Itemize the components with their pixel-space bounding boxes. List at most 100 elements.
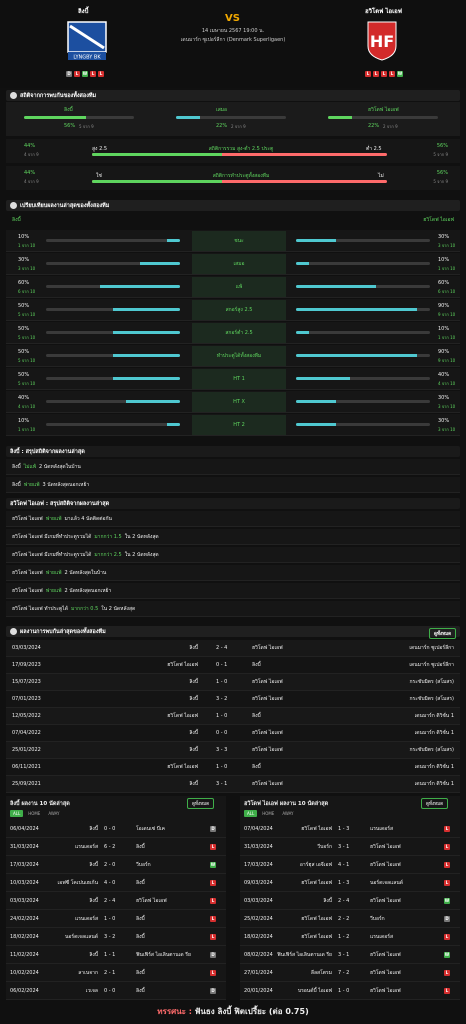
football-icon [10,628,17,635]
h2h-date: 07/04/2022 [12,730,41,736]
summary-subject: ฮวิโดฟ ไอเอฟ ทำประตูได้ [12,605,68,612]
result-score: 2 - 1 [104,969,116,976]
h2h-count: 5 จาก 9 [79,124,94,129]
result-date: 06/04/2024 [10,825,39,832]
tab-away[interactable]: AWAY [48,811,60,816]
compare-right-pct: 30% [438,234,450,240]
compare-left-pct: 50% [18,303,30,309]
result-badge: L [210,933,216,940]
summary-detail: มาแล้ว 4 นัดติดต่อกัน [64,515,112,522]
result-home: อาร์ฮุส เอจีเอฟ [299,861,332,868]
tab-away[interactable]: AWAY [282,811,294,816]
h2h-away: ฮวิโดฟ ไอเอฟ [252,747,283,753]
form-badge: W [82,71,88,77]
view-all-away-button[interactable]: ดูทั้งหมด [421,798,448,809]
summary-highlight: ฟายแพ้ [23,481,40,488]
h2h-row: 25/09/2021 ลิงบี้ 3 - 1 ฮวิโดฟ ไอเอฟ เดนมาร์… [6,776,460,793]
h2h-row: 25/01/2022 ลิงบี้ 3 - 3 ฮวิโดฟ ไอเอฟ กระชับม… [6,742,460,759]
compare-home-label: ลิงบี้ [12,217,21,223]
form-badge: D [66,71,72,77]
result-badge: L [444,933,450,940]
h2h-home: ลิงบี้ [189,696,198,702]
compare-left-bar [46,285,180,288]
compare-label: เสมอ [192,254,286,274]
h2h-competition: เดนมาร์ก ซูเปอร์ลีกา [409,645,454,651]
tab-all[interactable]: ALL [244,810,258,817]
h2h-competition: กระชับมิตร (สโมสร) [409,747,454,753]
summary-highlight: มากกว่า 2.5 [94,551,122,558]
compare-left-bar [46,423,180,426]
result-home: ลิงบี้ [89,897,98,904]
result-row: 11/02/2024 ลิงบี้ 1 - 1 ฟินเฟิร์ส ไอเลินตาน… [6,946,226,964]
compare-right-bar [296,262,430,265]
result-row: 18/02/2024 นอร์ดเจลแลนด์ 3 - 2 ลิงบี้ L [6,928,226,946]
result-date: 03/03/2024 [10,897,39,904]
h2h-away: ลิงบี้ [252,713,261,719]
result-home: เอฟซี โคเปนเฮเก้น [57,879,98,886]
h2h-home: ลิงบี้ [189,747,198,753]
h2h-away: ฮวิโดฟ ไอเอฟ [252,645,283,651]
summary-subject: ลิงบี้ [12,481,21,488]
result-date: 07/04/2024 [244,825,273,832]
result-row: 09/03/2024 ฮวิโดฟ ไอเอฟ 1 - 3 นอร์ดเจลแลนด์… [240,874,460,892]
compare-right-bar [296,331,430,334]
summary-row: ลิงบี้ ไม่แพ้ 2 นัดหลังสุดในบ้าน [6,459,460,475]
result-badge: L [210,915,216,922]
result-home: ฮวิโดฟ ไอเอฟ [301,915,332,922]
h2h-row: 03/03/2024 ลิงบี้ 2 - 4 ฮวิโดฟ ไอเอฟ เดนมาร์… [6,640,460,657]
result-away: นอร์ดเจลแลนด์ [370,879,404,886]
h2h-competition: กระชับมิตร (สโมสร) [409,696,454,702]
result-away: ฟินเฟิร์ส ไอเลินตานเด รีย [136,951,191,958]
summary-highlight: มากกว่า 1.5 [94,533,122,540]
h2h-competition: เดนมาร์ก ดิวิชั่น 1 [414,730,454,736]
result-home: ฮวิโดฟ ไอเอฟ [301,879,332,886]
compare-left-bar [46,262,180,265]
tab-all[interactable]: ALL [10,810,24,817]
h2h-competition: เดนมาร์ก ดิวิชั่น 1 [414,764,454,770]
result-home: ลิงบี้ [89,825,98,832]
result-score: 0 - 0 [104,987,116,994]
compare-left-count: 3 จาก 10 [18,266,36,271]
h2h-bar [328,116,438,119]
home-last10-panel: ลิงบี้ ผลงาน 10 นัดล่าสุด ดูทั้งหมด ALL H… [6,796,226,1000]
result-score: 2 - 2 [338,915,350,922]
btts-bar [92,180,387,183]
summary-subject: ฮวิโดฟ ไอเอฟ มีเกมที่ทำประตูรวมได้ [12,551,92,558]
h2h-score: 1 - 0 [216,679,228,685]
summary-highlight: ไม่แพ้ [23,463,37,470]
result-date: 31/03/2024 [10,843,39,850]
result-badge: L [210,897,216,904]
compare-right-pct: 10% [438,257,450,263]
form-badge: L [381,71,387,77]
h2h-row: 12/05/2022 ฮวิโดฟ ไอเอฟ 1 - 0 ลิงบี้ เดนมาร์… [6,708,460,725]
view-all-home-button[interactable]: ดูทั้งหมด [187,798,214,809]
h2h-score: 0 - 0 [216,730,228,736]
result-badge: D [210,951,216,958]
football-icon [10,92,17,99]
summary-detail: ใน 2 นัดหลังสุด [101,605,136,612]
compare-left-bar [46,331,180,334]
svg-text:HF: HF [370,32,394,51]
h2h-row: 06/11/2021 ฮวิโดฟ ไอเอฟ 1 - 0 ลิงบี้ เดนมาร์… [6,759,460,776]
h2h-score: 3 - 3 [216,747,228,753]
result-away: แรนเดอร์ส [370,933,394,940]
result-row: 07/04/2024 ฮวิโดฟ ไอเอฟ 1 - 3 แรนเดอร์ส L [240,820,460,838]
form-badge: L [365,71,371,77]
result-score: 3 - 1 [338,951,350,958]
tab-home[interactable]: HOME [28,811,41,816]
result-home: ฮวิโดฟ ไอเอฟ [301,825,332,832]
h2h-row: 17/09/2023 ฮวิโดฟ ไอเอฟ 0 - 1 ลิงบี้ เดนมาร์… [6,657,460,674]
compare-right-count: 3 จาก 10 [438,243,456,248]
result-row: 17/03/2024 ลิงบี้ 2 - 0 วีบอร์ก W [6,856,226,874]
compare-left-bar [46,377,180,380]
tab-home[interactable]: HOME [262,811,275,816]
result-date: 11/02/2024 [10,951,39,958]
form-badge: L [90,71,96,77]
h2h-date: 12/05/2022 [12,713,41,719]
view-all-h2h-button[interactable]: ดูทั้งหมด [429,628,456,639]
h2h-count: 2 จาก 9 [383,124,398,129]
result-badge: D [210,825,216,832]
result-date: 06/02/2024 [10,987,39,994]
compare-right-pct: 60% [438,280,450,286]
compare-left-pct: 30% [18,257,30,263]
